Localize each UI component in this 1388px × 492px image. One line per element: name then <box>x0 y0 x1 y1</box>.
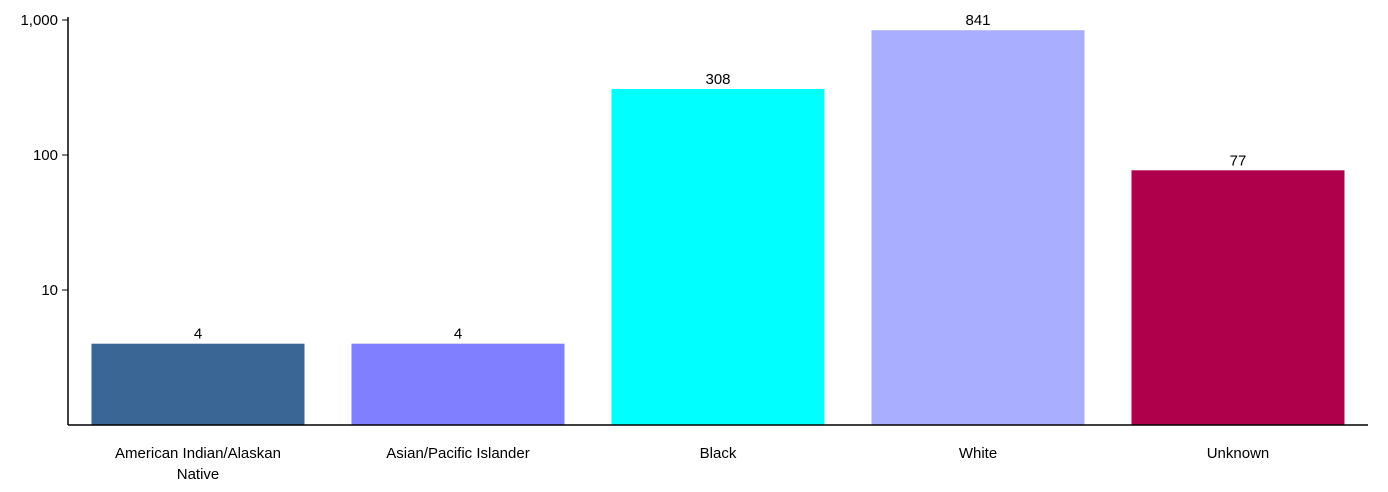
bar-4 <box>1131 170 1345 425</box>
bar-3 <box>871 30 1085 425</box>
x-tick-label-2: Black <box>700 445 737 462</box>
x-tick-label-1: Asian/Pacific Islander <box>386 445 529 462</box>
bars-layer <box>91 30 1345 425</box>
bar-0 <box>91 343 305 425</box>
data-label-1: 4 <box>454 326 462 343</box>
y-tick-label-2: 1,000 <box>20 12 58 29</box>
data-label-2: 308 <box>705 71 730 88</box>
data-label-3: 841 <box>965 12 990 29</box>
data-label-4: 77 <box>1230 152 1247 169</box>
bar-1 <box>351 343 565 425</box>
x-tick-label-0: American Indian/Alaskan Native <box>115 445 281 483</box>
bar-2 <box>611 89 825 425</box>
x-tick-label-4: Unknown <box>1207 445 1270 462</box>
y-tick-label-1: 100 <box>33 147 58 164</box>
axes-layer: American Indian/Alaskan Native Asian/Pacif… <box>20 12 1368 483</box>
x-tick-label-3: White <box>959 445 997 462</box>
data-labels-layer: 4 4 308 841 77 <box>194 12 1247 343</box>
data-label-0: 4 <box>194 326 202 343</box>
y-tick-label-0: 10 <box>41 282 58 299</box>
